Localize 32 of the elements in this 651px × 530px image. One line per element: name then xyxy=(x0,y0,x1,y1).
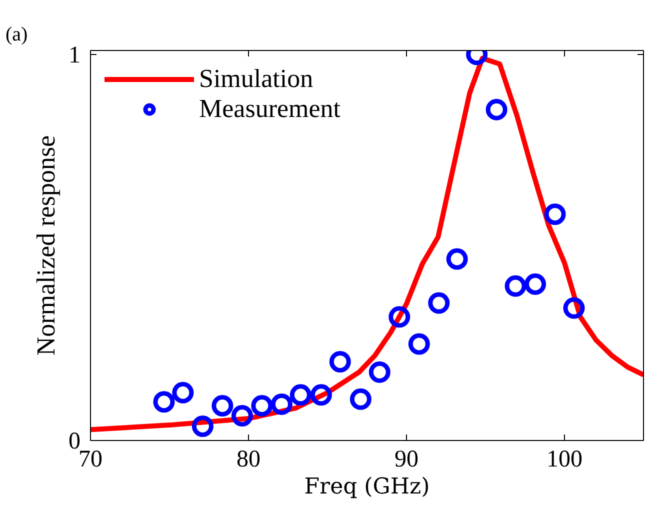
x-tick-label: 100 xyxy=(546,446,582,472)
point xyxy=(408,333,430,355)
y-axis-title: Normalized response xyxy=(32,135,60,356)
point xyxy=(212,395,234,416)
point xyxy=(172,382,194,404)
y-tick-label: 1 xyxy=(68,42,80,68)
point xyxy=(563,297,585,319)
point xyxy=(368,361,390,383)
chart-title: (a) xyxy=(6,24,28,46)
point xyxy=(231,405,253,427)
point xyxy=(270,393,292,415)
point xyxy=(153,391,175,413)
point xyxy=(446,248,468,270)
point xyxy=(350,388,372,410)
point xyxy=(310,384,332,406)
point xyxy=(428,292,450,314)
point xyxy=(486,98,508,120)
point xyxy=(290,384,312,406)
point xyxy=(388,306,410,328)
legend-label: Measurement xyxy=(199,94,341,124)
point xyxy=(524,273,546,295)
point xyxy=(504,275,526,297)
x-tick-label: 70 xyxy=(78,446,102,472)
y-tick-label: 0 xyxy=(68,428,80,454)
legend-label: Simulation xyxy=(199,64,314,94)
x-tick-label: 80 xyxy=(236,446,260,472)
point xyxy=(329,350,351,372)
point xyxy=(192,415,214,437)
point xyxy=(251,395,273,416)
x-tick-label: 90 xyxy=(394,446,418,472)
point xyxy=(544,203,566,225)
x-axis-title: Freq (GHz) xyxy=(304,474,430,500)
